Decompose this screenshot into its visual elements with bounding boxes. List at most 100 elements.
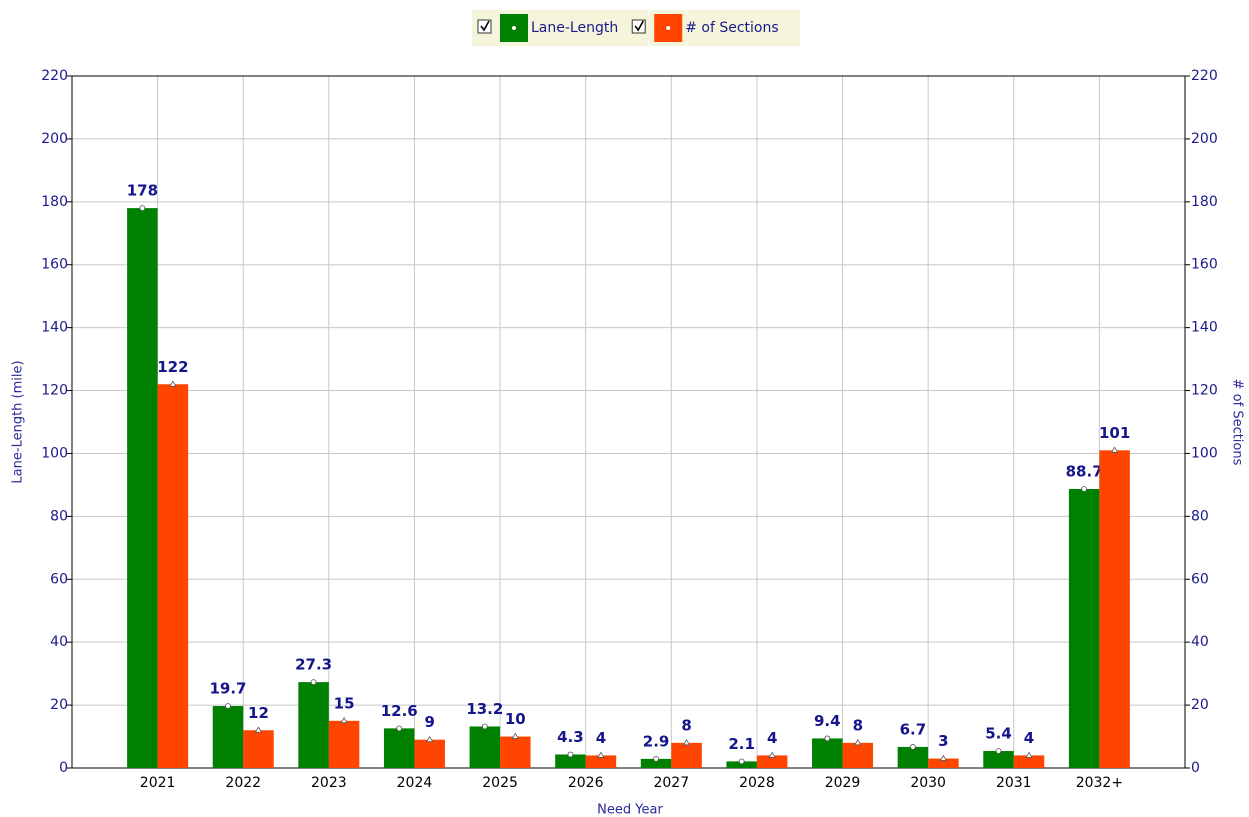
data-label: 122 <box>157 358 188 376</box>
point-marker <box>1025 751 1033 758</box>
data-label: 15 <box>334 694 355 712</box>
legend-label[interactable]: # of Sections <box>685 20 778 36</box>
data-label: 27.3 <box>295 656 332 674</box>
y-tick-label: 160 <box>41 257 68 273</box>
point-marker <box>597 751 605 758</box>
point-marker <box>738 758 745 765</box>
legend-check <box>480 20 490 32</box>
data-label: 19.7 <box>209 680 246 698</box>
legend-marker <box>666 26 671 30</box>
data-label: 4 <box>596 729 606 747</box>
y-tick-label: 60 <box>50 571 68 587</box>
x-tick-label: 2026 <box>568 775 604 791</box>
legend-marker <box>512 26 516 30</box>
y2-tick-label: 60 <box>1191 571 1209 587</box>
data-label: 88.7 <box>1066 462 1103 480</box>
data-label: 5.4 <box>985 725 1012 743</box>
data-label: 101 <box>1099 424 1130 442</box>
y-axis-title: Lane-Length (mile) <box>11 360 26 483</box>
point-marker <box>481 723 488 730</box>
data-label: 4 <box>767 729 777 747</box>
y2-tick-label: 160 <box>1191 257 1218 273</box>
bar <box>726 761 757 768</box>
point-marker <box>768 751 776 758</box>
y2-tick-label: 80 <box>1191 508 1209 524</box>
legend-label[interactable]: Lane-Length <box>531 20 618 36</box>
x-tick-label: 2029 <box>825 775 861 791</box>
point-marker <box>939 754 948 761</box>
bar <box>1068 488 1100 768</box>
data-label: 12 <box>248 704 269 722</box>
y-tick-label: 100 <box>41 445 68 461</box>
bar <box>328 720 360 768</box>
x-tick-label: 2023 <box>311 775 347 791</box>
bar <box>212 706 244 768</box>
y-tick-label: 180 <box>41 194 68 210</box>
y-tick-label: 220 <box>41 68 68 84</box>
data-label: 8 <box>853 716 863 734</box>
y-tick-label: 20 <box>50 697 68 713</box>
y2-tick-label: 140 <box>1191 320 1218 336</box>
bar <box>842 742 874 768</box>
bar <box>414 739 445 768</box>
y2-tick-label: 120 <box>1191 383 1218 399</box>
data-label: 10 <box>505 710 526 728</box>
point-marker <box>682 739 691 746</box>
data-label: 12.6 <box>381 702 418 720</box>
point-marker <box>225 703 231 709</box>
x-tick-label: 2030 <box>910 775 946 791</box>
bar <box>897 746 929 768</box>
bar <box>756 755 788 768</box>
data-label: 13.2 <box>466 700 503 718</box>
point-marker <box>1081 486 1088 492</box>
point-marker <box>653 755 659 762</box>
data-label: 2.9 <box>643 732 670 750</box>
x-tick-label: 2028 <box>739 775 775 791</box>
data-label: 9.4 <box>814 712 841 730</box>
y2-axis-title: # of Sections <box>1230 379 1245 466</box>
y-tick-label: 80 <box>50 508 68 524</box>
bar <box>500 736 531 768</box>
bar <box>243 730 274 768</box>
x-tick-label: 2031 <box>996 775 1032 791</box>
data-label: 8 <box>681 716 691 734</box>
y2-tick-label: 180 <box>1191 194 1218 210</box>
x-tick-label: 2022 <box>225 775 261 791</box>
x-tick-label: 2024 <box>397 775 433 791</box>
bar <box>1013 755 1045 768</box>
point-marker <box>310 679 317 686</box>
y-tick-label: 200 <box>41 131 68 147</box>
point-marker <box>169 380 177 387</box>
plot-border <box>71 75 1186 769</box>
y2-tick-label: 200 <box>1191 131 1218 147</box>
bar <box>469 726 501 768</box>
x-tick-label: 2021 <box>140 775 176 791</box>
plot-area <box>72 76 1185 768</box>
x-tick-label: 2027 <box>653 775 689 791</box>
point-marker <box>396 725 403 732</box>
y-tick-label: 140 <box>41 320 68 336</box>
bar <box>127 208 158 769</box>
point-marker <box>139 205 146 212</box>
point-marker <box>340 717 348 724</box>
point-marker <box>854 739 862 746</box>
bar <box>812 738 843 768</box>
y2-tick-label: 40 <box>1191 634 1209 650</box>
x-tick-label: 2032+ <box>1076 775 1123 791</box>
legend-check <box>634 20 644 32</box>
data-label: 2.1 <box>728 735 755 753</box>
x-tick-label: 2025 <box>482 775 518 791</box>
bar <box>983 751 1014 768</box>
bar <box>585 755 617 768</box>
y2-tick-label: 100 <box>1191 445 1218 461</box>
point-marker <box>567 751 574 758</box>
bar <box>671 742 702 768</box>
x-axis-title: Need Year <box>597 803 663 817</box>
bar <box>298 682 329 768</box>
y-tick-label: 0 <box>59 760 68 776</box>
point-marker <box>1110 446 1119 453</box>
y2-tick-label: 220 <box>1191 68 1218 84</box>
bar <box>640 758 672 768</box>
point-marker <box>426 735 434 743</box>
